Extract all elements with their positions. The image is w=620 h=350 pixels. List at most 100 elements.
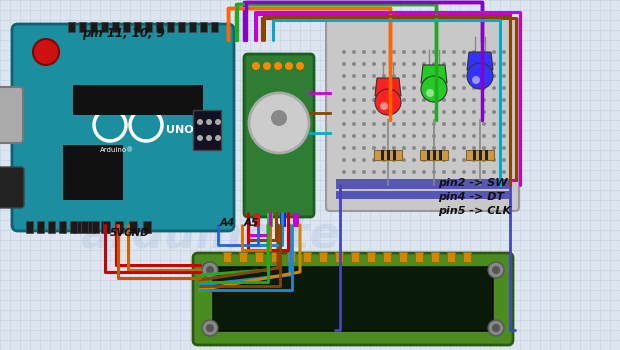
Circle shape: [462, 158, 466, 162]
Text: 5V: 5V: [110, 228, 125, 238]
Text: Arduino®: Arduino®: [100, 147, 135, 153]
Circle shape: [372, 74, 376, 78]
Circle shape: [342, 110, 346, 114]
Bar: [115, 221, 123, 233]
Circle shape: [375, 89, 401, 115]
Circle shape: [502, 158, 506, 162]
Circle shape: [482, 74, 486, 78]
Bar: [63, 145, 123, 200]
Bar: [351, 252, 359, 262]
Circle shape: [382, 74, 386, 78]
Circle shape: [252, 62, 260, 70]
Circle shape: [382, 170, 386, 174]
Circle shape: [432, 98, 436, 102]
Circle shape: [372, 134, 376, 138]
Circle shape: [362, 74, 366, 78]
Circle shape: [432, 170, 436, 174]
Circle shape: [285, 62, 293, 70]
Circle shape: [215, 119, 221, 125]
Circle shape: [412, 146, 416, 150]
Bar: [123, 22, 130, 32]
Circle shape: [442, 134, 446, 138]
Bar: [374, 150, 402, 160]
Circle shape: [422, 182, 426, 186]
Circle shape: [362, 50, 366, 54]
Circle shape: [412, 158, 416, 162]
Circle shape: [342, 122, 346, 126]
FancyBboxPatch shape: [244, 54, 314, 217]
Circle shape: [362, 122, 366, 126]
Bar: [466, 150, 494, 160]
Circle shape: [372, 110, 376, 114]
Bar: [484, 150, 487, 160]
Bar: [267, 213, 273, 227]
Circle shape: [422, 122, 426, 126]
Circle shape: [402, 50, 406, 54]
Circle shape: [197, 135, 203, 141]
Bar: [37, 221, 44, 233]
Circle shape: [502, 98, 506, 102]
Bar: [381, 150, 384, 160]
Circle shape: [422, 86, 426, 90]
Bar: [433, 150, 435, 160]
Circle shape: [362, 62, 366, 66]
Circle shape: [492, 324, 500, 332]
Circle shape: [249, 93, 309, 153]
Circle shape: [202, 262, 218, 278]
Circle shape: [421, 76, 447, 102]
Bar: [280, 213, 286, 227]
Circle shape: [452, 158, 456, 162]
Circle shape: [472, 146, 476, 150]
Text: UNO: UNO: [166, 125, 193, 135]
Circle shape: [432, 86, 436, 90]
Circle shape: [452, 62, 456, 66]
Circle shape: [372, 62, 376, 66]
Circle shape: [382, 146, 386, 150]
Circle shape: [462, 134, 466, 138]
Circle shape: [472, 74, 476, 78]
Bar: [367, 252, 375, 262]
Bar: [463, 252, 471, 262]
Circle shape: [380, 102, 388, 110]
Circle shape: [342, 74, 346, 78]
Circle shape: [462, 146, 466, 150]
Bar: [178, 22, 185, 32]
Circle shape: [352, 50, 356, 54]
Circle shape: [422, 62, 426, 66]
Polygon shape: [467, 52, 493, 70]
Circle shape: [442, 50, 446, 54]
Circle shape: [392, 146, 396, 150]
Circle shape: [352, 110, 356, 114]
Circle shape: [402, 74, 406, 78]
Bar: [336, 191, 509, 199]
Circle shape: [402, 110, 406, 114]
Bar: [399, 252, 407, 262]
Circle shape: [402, 170, 406, 174]
Circle shape: [342, 182, 346, 186]
Circle shape: [488, 262, 504, 278]
Bar: [81, 221, 88, 233]
Circle shape: [492, 74, 496, 78]
Circle shape: [492, 98, 496, 102]
Circle shape: [442, 158, 446, 162]
Circle shape: [492, 122, 496, 126]
Text: pin2 -> SW: pin2 -> SW: [438, 178, 508, 188]
Bar: [254, 213, 260, 227]
Circle shape: [352, 98, 356, 102]
Circle shape: [382, 86, 386, 90]
Circle shape: [372, 122, 376, 126]
Circle shape: [352, 134, 356, 138]
Bar: [479, 150, 482, 160]
Bar: [92, 221, 99, 233]
Circle shape: [362, 182, 366, 186]
Circle shape: [482, 62, 486, 66]
Bar: [431, 252, 439, 262]
Bar: [73, 85, 203, 115]
Circle shape: [422, 170, 426, 174]
Circle shape: [502, 50, 506, 54]
Circle shape: [482, 86, 486, 90]
Circle shape: [452, 98, 456, 102]
Circle shape: [502, 110, 506, 114]
Circle shape: [472, 182, 476, 186]
Circle shape: [372, 98, 376, 102]
